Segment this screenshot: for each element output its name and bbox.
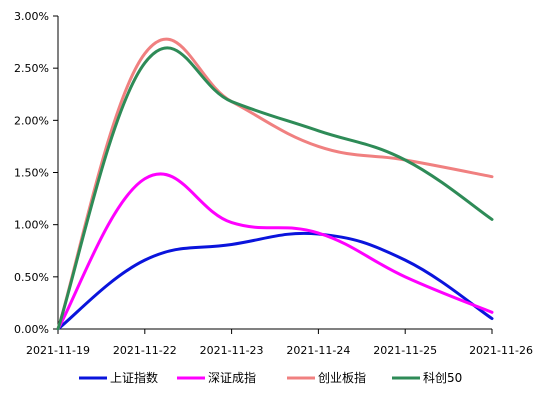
series-line-1 xyxy=(56,231,494,331)
y-tick-label: 2.00% xyxy=(14,114,49,127)
x-tick-label: 2021-11-23 xyxy=(200,344,264,357)
x-tick-label: 2021-11-26 xyxy=(469,344,533,357)
x-axis: 2021-11-19 2021-11-22 2021-11-23 2021-11-24… xyxy=(26,328,533,357)
legend-label-1: 上证指数 xyxy=(110,370,158,385)
x-tick-label: 2021-11-19 xyxy=(26,344,90,357)
y-tick-label: 2.50% xyxy=(14,62,49,75)
series-layer xyxy=(56,37,494,331)
y-tick-label: 1.50% xyxy=(14,167,49,180)
x-tick-label: 2021-11-25 xyxy=(373,344,437,357)
y-axis: 0.00% 0.50% 1.00% 1.50% 2.00% 2.50% 3.00% xyxy=(14,10,59,336)
y-tick-label: 0.00% xyxy=(14,323,49,336)
legend: 上证指数 深证成指 创业板指 科创50 xyxy=(79,370,462,385)
x-tick-label: 2021-11-22 xyxy=(113,344,177,357)
x-tick-label: 2021-11-24 xyxy=(286,344,350,357)
series-line-2 xyxy=(56,172,494,331)
series-line-4 xyxy=(56,46,494,331)
legend-label-4: 科创50 xyxy=(423,371,462,385)
y-tick-label: 3.00% xyxy=(14,10,49,23)
legend-label-3: 创业板指 xyxy=(318,370,366,385)
y-tick-label: 1.00% xyxy=(14,219,49,232)
y-tick-label: 0.50% xyxy=(14,271,49,284)
legend-label-2: 深证成指 xyxy=(208,370,256,385)
